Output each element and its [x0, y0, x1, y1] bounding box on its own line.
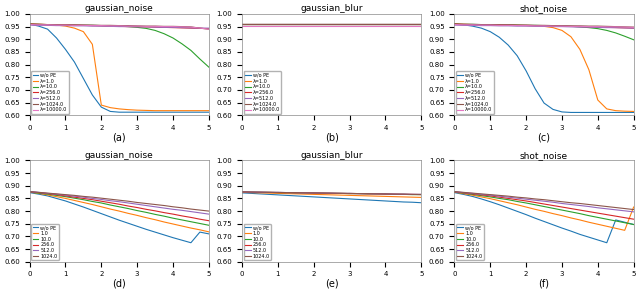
X-axis label: (a): (a): [113, 132, 126, 142]
Title: shot_noise: shot_noise: [520, 4, 568, 13]
Legend: w/o PE, 1.0, 10.0, 256.0, 512.0, 1024.0: w/o PE, 1.0, 10.0, 256.0, 512.0, 1024.0: [31, 224, 59, 260]
X-axis label: (f): (f): [538, 279, 550, 289]
Legend: w/o PE, λ=1.0, λ=10.0, λ=256.0, λ=512.0, λ=1024.0, λ=10000.0: w/o PE, λ=1.0, λ=10.0, λ=256.0, λ=512.0,…: [243, 71, 282, 114]
X-axis label: (b): (b): [324, 132, 339, 142]
Title: gaussian_noise: gaussian_noise: [85, 4, 154, 13]
Legend: w/o PE, 1.0, 10.0, 256.0, 512.0, 1024.0: w/o PE, 1.0, 10.0, 256.0, 512.0, 1024.0: [243, 224, 271, 260]
Title: gaussian_noise: gaussian_noise: [85, 151, 154, 160]
Title: gaussian_blur: gaussian_blur: [300, 151, 363, 160]
Title: gaussian_blur: gaussian_blur: [300, 4, 363, 13]
Legend: w/o PE, 1.0, 10.0, 256.0, 512.0, 1024.0: w/o PE, 1.0, 10.0, 256.0, 512.0, 1024.0: [456, 224, 484, 260]
Title: shot_noise: shot_noise: [520, 151, 568, 160]
Legend: w/o PE, λ=1.0, λ=10.0, λ=256.0, λ=512.0, λ=1024.0, λ=10000.0: w/o PE, λ=1.0, λ=10.0, λ=256.0, λ=512.0,…: [31, 71, 69, 114]
Legend: w/o PE, λ=1.0, λ=10.0, λ=256.0, λ=512.0, λ=1024.0, λ=10000.0: w/o PE, λ=1.0, λ=10.0, λ=256.0, λ=512.0,…: [456, 71, 494, 114]
X-axis label: (e): (e): [325, 279, 339, 289]
X-axis label: (d): (d): [113, 279, 126, 289]
X-axis label: (c): (c): [538, 132, 550, 142]
